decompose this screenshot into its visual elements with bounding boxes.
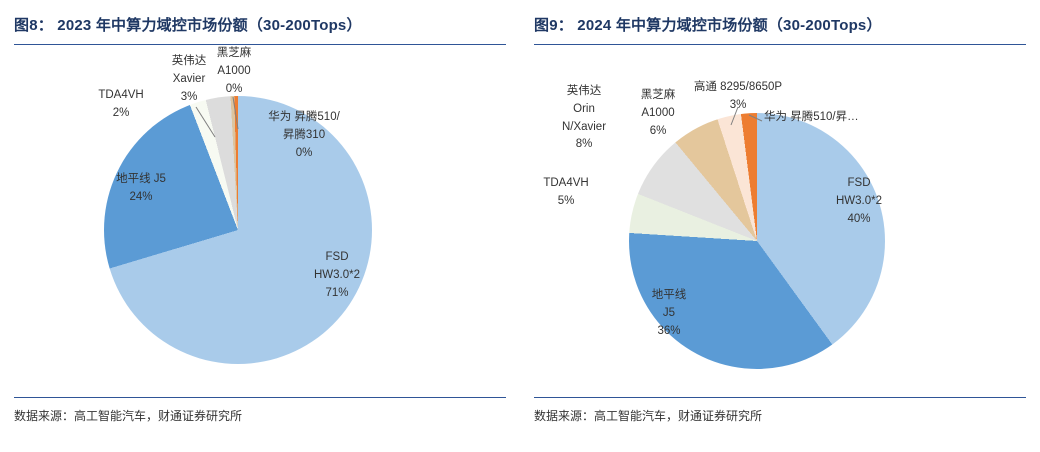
title-divider: [534, 44, 1026, 45]
title-divider: [14, 44, 506, 45]
slice-label-nvidia-xavier: 英伟达 Xavier 3%: [171, 55, 207, 103]
pie-chart-2023-area: TDA4VH 2% 英伟达 Xavier 3% 黑芝麻 A1000 0% 华为 …: [14, 45, 506, 397]
figure-8-panel: 图8： 2023 年中算力域控市场份额（30-200Tops） TDA4VH 2…: [0, 0, 520, 424]
data-source-note: 数据来源：高工智能汽车，财通证券研究所: [14, 409, 243, 423]
data-source-note: 数据来源：高工智能汽车，财通证券研究所: [534, 409, 763, 423]
figure-9-title: 图9： 2024 年中算力域控市场份额（30-200Tops）: [534, 17, 882, 34]
footer-divider: [534, 397, 1026, 398]
slice-label-tda4vh: TDA4VH 2%: [98, 89, 144, 119]
slice-label-horizon-j5: 地平线 J5 24%: [116, 173, 166, 203]
pie-chart-2024-area: 英伟达 Orin N/Xavier 8% 黑芝麻 A1000 6% 高通 829…: [534, 45, 1026, 397]
figure-8-title: 图8： 2023 年中算力域控市场份额（30-200Tops）: [14, 17, 362, 34]
slice-label-fsd-hw3: FSD HW3.0*2 71%: [313, 251, 361, 299]
slice-label-fsd-hw3: FSD HW3.0*2 40%: [835, 177, 883, 225]
slice-label-horizon-j5: 地平线 J5 36%: [651, 289, 687, 337]
slice-label-tda4vh: TDA4VH 5%: [543, 177, 589, 207]
figure-9-panel: 图9： 2024 年中算力域控市场份额（30-200Tops） 英伟达 Orin…: [520, 0, 1040, 424]
slice-label-huawei-ascend: 华为 昇腾510/ 昇腾310 0%: [268, 111, 340, 159]
slice-label-blacksesame-a1000: 黑芝麻 A1000 0%: [216, 47, 252, 95]
figures-row: 图8： 2023 年中算力域控市场份额（30-200Tops） TDA4VH 2…: [0, 0, 1040, 424]
slice-label-blacksesame-a1000: 黑芝麻 A1000 6%: [640, 89, 676, 137]
slice-label-qualcomm-8295: 高通 8295/8650P 3%: [693, 81, 783, 111]
pie-chart-2023: [104, 96, 372, 364]
slice-label-huawei-ascend: 华为 昇腾510/昇…: [764, 111, 859, 123]
slice-label-nvidia-orin-xavier: 英伟达 Orin N/Xavier 8%: [561, 85, 607, 151]
pie-chart-2024: [629, 113, 885, 369]
footer-divider: [14, 397, 506, 398]
